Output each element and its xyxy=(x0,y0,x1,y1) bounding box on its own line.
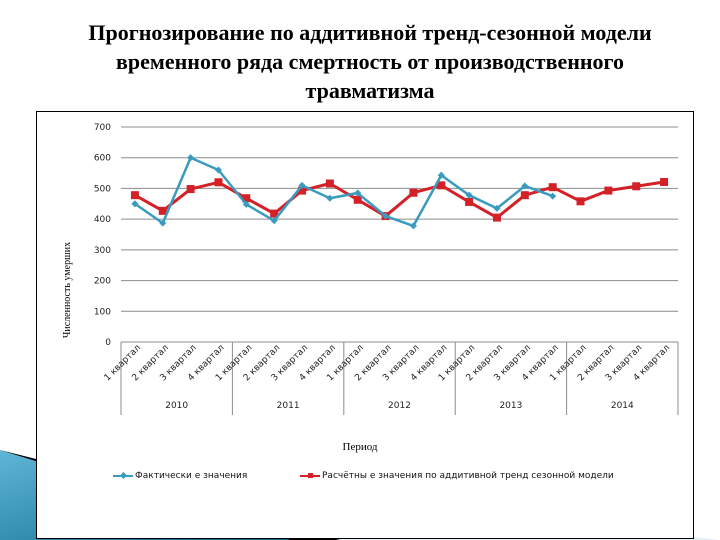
forecast-point xyxy=(576,197,585,206)
legend-actual-label: Фактически е значения xyxy=(135,471,248,481)
x-year-label: 2012 xyxy=(388,401,411,411)
forecast-point xyxy=(298,186,307,195)
y-tick-label: 500 xyxy=(94,184,111,194)
slide-title: Прогнозирование по аддитивной тренд-сезо… xyxy=(40,18,700,105)
actual-point xyxy=(242,200,250,208)
gridlines xyxy=(121,126,678,312)
title-line-1: Прогнозирование по аддитивной тренд-сезо… xyxy=(88,20,652,45)
y-tick-label: 700 xyxy=(94,123,111,133)
x-axis-title: Период xyxy=(342,441,378,453)
y-tick-label: 300 xyxy=(94,246,111,256)
legend-forecast-marker-icon xyxy=(300,471,320,481)
y-tick-label: 0 xyxy=(105,338,111,348)
forecast-point xyxy=(353,195,362,204)
forecast-point xyxy=(242,194,251,203)
x-year-label: 2014 xyxy=(611,401,634,411)
legend-forecast-label: Расчётны е значения по аддитивной тренд … xyxy=(322,471,614,481)
title-line-2: временного ряда смертность от производст… xyxy=(115,49,625,74)
y-tick-label: 100 xyxy=(94,307,111,317)
legend-actual-marker-icon xyxy=(113,471,133,481)
series-lines xyxy=(130,154,669,230)
actual-point xyxy=(437,171,445,179)
forecast-point xyxy=(325,179,334,188)
y-axis-ticks: 0 100 200 300 400 500 600 700 xyxy=(94,123,111,348)
actual-point xyxy=(159,219,167,227)
actual-point xyxy=(187,154,195,162)
x-year-label: 2010 xyxy=(165,401,188,411)
legend-item-forecast: Расчётны е значения по аддитивной тренд … xyxy=(300,471,614,481)
actual-point xyxy=(214,166,223,174)
actual-point xyxy=(326,194,334,202)
forecast-point xyxy=(520,191,529,200)
forecast-point xyxy=(130,191,139,200)
y-axis-title: Численность умерших xyxy=(62,242,73,338)
forecast-line xyxy=(134,180,665,220)
title-line-3: травматизма xyxy=(305,78,435,103)
y-tick-label: 200 xyxy=(94,277,111,287)
actual-point xyxy=(131,200,139,208)
actual-point xyxy=(298,181,306,189)
forecast-point xyxy=(604,186,613,195)
actual-point xyxy=(493,204,501,212)
actual-point xyxy=(270,217,278,225)
forecast-point xyxy=(409,188,418,197)
forecast-point xyxy=(437,181,446,190)
actual-line xyxy=(134,156,554,228)
forecast-point xyxy=(270,209,279,218)
y-tick-label: 600 xyxy=(94,154,111,164)
forecast-point xyxy=(492,213,501,222)
actual-point xyxy=(465,191,473,199)
forecast-point xyxy=(548,183,557,192)
forecast-point xyxy=(465,197,474,206)
chart-frame xyxy=(36,111,694,539)
forecast-point xyxy=(214,178,223,187)
legend-item-actual: Фактически е значения xyxy=(113,471,247,481)
y-tick-label: 400 xyxy=(94,215,111,225)
x-year-label: 2013 xyxy=(499,401,522,411)
actual-point xyxy=(409,222,417,230)
x-year-label: 2011 xyxy=(277,401,300,411)
actual-point xyxy=(382,212,390,220)
forecast-point xyxy=(158,206,167,215)
actual-point xyxy=(354,189,362,197)
forecast-point xyxy=(186,185,195,194)
forecast-point xyxy=(660,177,669,186)
actual-point xyxy=(549,192,557,200)
actual-point xyxy=(521,182,529,190)
forecast-point xyxy=(632,182,641,191)
